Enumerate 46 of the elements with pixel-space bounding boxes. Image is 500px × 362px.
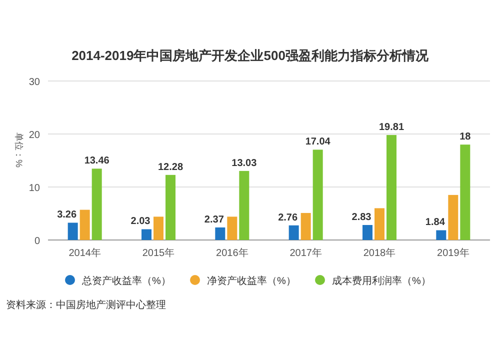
x-tick-label: 2014年 xyxy=(68,247,101,259)
legend-label: 净资产收益率（%） xyxy=(207,275,296,287)
text: 资料来源：中国房地产测评中心整理 xyxy=(6,299,166,311)
bar xyxy=(448,194,458,240)
bar xyxy=(288,225,299,240)
data-label: 2.83 xyxy=(352,212,372,223)
data-label: 3.26 xyxy=(57,210,77,221)
bar xyxy=(312,150,323,240)
bar xyxy=(239,170,250,240)
bar xyxy=(362,225,372,240)
bar xyxy=(436,230,446,240)
data-label: 1.84 xyxy=(425,217,446,228)
x-tick-label: 2017年 xyxy=(290,247,322,259)
bar xyxy=(92,168,102,240)
x-tick-label: 2019年 xyxy=(437,247,470,259)
bar xyxy=(166,174,176,240)
x-tick-label: 2016年 xyxy=(216,247,248,259)
data-label: 17.04 xyxy=(305,136,331,148)
data-label: 2.37 xyxy=(204,214,224,226)
chart-title: 2014-2019年中国房地产开发企业500强盈利能力指标分析情况 xyxy=(72,48,430,63)
bar xyxy=(215,227,226,240)
data-label: 13.46 xyxy=(84,156,110,167)
data-label: 13.03 xyxy=(232,158,258,169)
bar xyxy=(80,210,90,240)
bar xyxy=(227,216,238,240)
data-label: 18 xyxy=(460,132,472,143)
bar xyxy=(386,135,396,240)
y-tick-label: 10 xyxy=(28,183,40,194)
y-tick-label: 30 xyxy=(28,77,40,88)
bar xyxy=(142,229,152,240)
bar xyxy=(374,208,384,240)
y-tick-label: 20 xyxy=(28,130,40,141)
data-label: 2.03 xyxy=(130,216,151,228)
data-label: 2.76 xyxy=(278,212,298,224)
bar xyxy=(460,144,470,240)
y-axis-title: 单位：% xyxy=(14,132,24,168)
bar xyxy=(154,216,164,240)
x-tick-label: 2018年 xyxy=(363,247,396,259)
legend-label: 成本费用利润率（%） xyxy=(332,275,431,287)
x-tick-label: 2015年 xyxy=(142,247,175,259)
data-label: 19.81 xyxy=(378,122,404,134)
data-label: 12.28 xyxy=(158,162,184,173)
y-tick-label: 0 xyxy=(34,236,40,247)
bar xyxy=(68,222,78,240)
bar xyxy=(300,212,311,240)
legend-label: 总资产收益率（%） xyxy=(81,275,171,287)
